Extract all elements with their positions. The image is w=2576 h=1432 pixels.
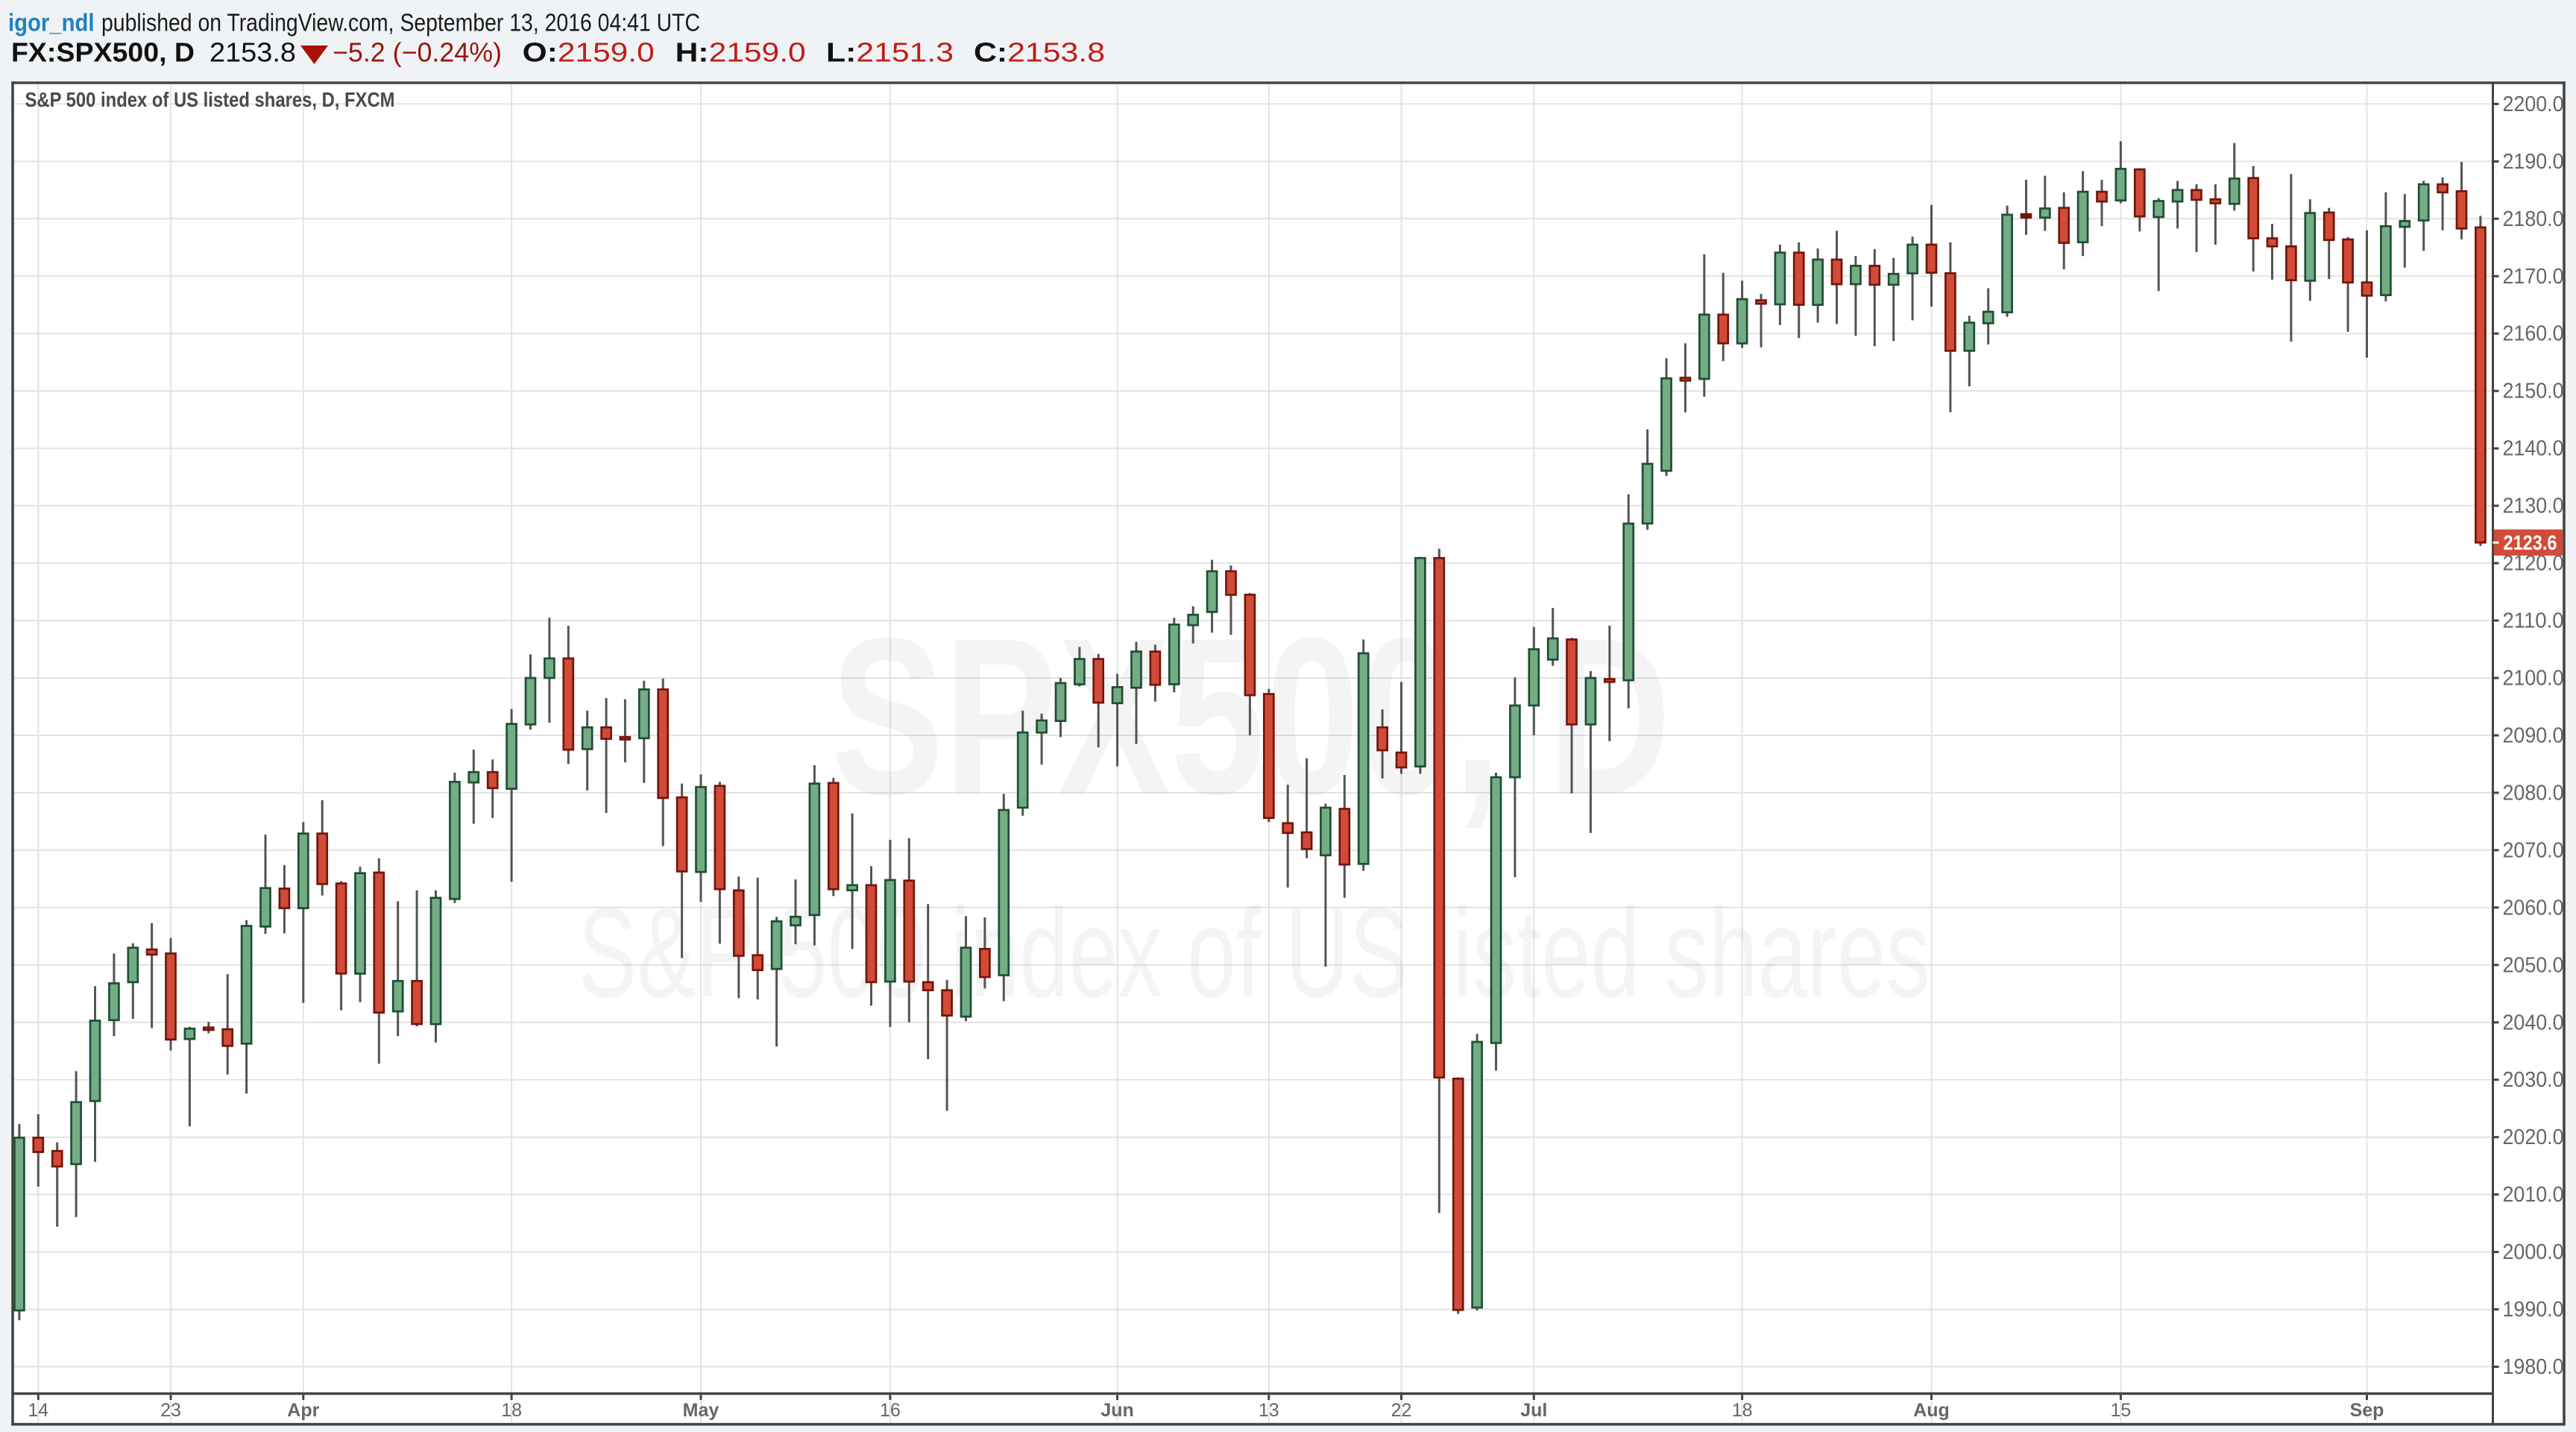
svg-text:2070.0: 2070.0 xyxy=(2503,838,2564,862)
svg-text:2160.0: 2160.0 xyxy=(2503,322,2564,346)
svg-text:2190.0: 2190.0 xyxy=(2503,150,2564,174)
svg-text:Jul: Jul xyxy=(1520,1400,1547,1421)
svg-text:S&P 500 index of US listed sha: S&P 500 index of US listed shares, D, FX… xyxy=(25,88,395,111)
svg-text:2180.0: 2180.0 xyxy=(2503,207,2564,231)
svg-text:15: 15 xyxy=(2110,1400,2131,1421)
svg-text:23: 23 xyxy=(160,1400,181,1421)
svg-text:O:2159.0: O: 2159.0 xyxy=(523,37,655,68)
svg-text:L:2151.3: L: 2151.3 xyxy=(826,37,954,68)
svg-text:2130.0: 2130.0 xyxy=(2503,494,2564,518)
svg-text:2080.0: 2080.0 xyxy=(2503,781,2564,805)
svg-text:2030.0: 2030.0 xyxy=(2503,1068,2564,1092)
svg-text:−5.2 (−0.24%): −5.2 (−0.24%) xyxy=(333,37,502,68)
svg-text:2200.0: 2200.0 xyxy=(2503,92,2564,116)
svg-text:2110.0: 2110.0 xyxy=(2503,609,2564,633)
svg-text:18: 18 xyxy=(501,1400,522,1421)
svg-text:Jun: Jun xyxy=(1100,1400,1133,1421)
svg-text:2000.0: 2000.0 xyxy=(2503,1240,2564,1264)
svg-text:2170.0: 2170.0 xyxy=(2503,265,2564,289)
svg-text:FX:SPX500, D: FX:SPX500, D xyxy=(11,37,195,68)
svg-text:2060.0: 2060.0 xyxy=(2503,896,2564,920)
svg-text:1990.0: 1990.0 xyxy=(2503,1298,2564,1322)
svg-text:16: 16 xyxy=(880,1400,901,1421)
svg-text:2090.0: 2090.0 xyxy=(2503,724,2564,748)
svg-text:Aug: Aug xyxy=(1913,1400,1950,1421)
svg-text:2123.6: 2123.6 xyxy=(2504,531,2557,554)
svg-text:14: 14 xyxy=(28,1400,48,1421)
svg-text:Sep: Sep xyxy=(2350,1400,2384,1421)
svg-text:22: 22 xyxy=(1391,1400,1412,1421)
svg-text:2050.0: 2050.0 xyxy=(2503,953,2564,977)
svg-text:Apr: Apr xyxy=(287,1400,319,1421)
svg-text:C:2153.8: C: 2153.8 xyxy=(974,37,1105,68)
svg-text:S&P 500 index of US listed sha: S&P 500 index of US listed shares xyxy=(578,882,1930,1024)
svg-text:2040.0: 2040.0 xyxy=(2503,1011,2564,1034)
svg-text:1980.0: 1980.0 xyxy=(2503,1355,2564,1379)
svg-text:2153.8: 2153.8 xyxy=(210,37,296,68)
svg-text:2100.0: 2100.0 xyxy=(2503,667,2564,691)
svg-text:18: 18 xyxy=(1732,1400,1753,1421)
svg-text:igor_ndl: igor_ndl xyxy=(8,9,95,37)
svg-text:H:2159.0: H: 2159.0 xyxy=(676,37,806,68)
svg-text:2120.0: 2120.0 xyxy=(2503,552,2564,576)
svg-text:2010.0: 2010.0 xyxy=(2503,1183,2564,1207)
svg-text:2020.0: 2020.0 xyxy=(2503,1125,2564,1149)
svg-text:May: May xyxy=(683,1400,719,1421)
svg-text:13: 13 xyxy=(1259,1400,1279,1421)
svg-text:published on TradingView.com,: published on TradingView.com, September … xyxy=(101,9,700,37)
svg-text:2150.0: 2150.0 xyxy=(2503,380,2564,403)
svg-text:2140.0: 2140.0 xyxy=(2503,437,2564,461)
